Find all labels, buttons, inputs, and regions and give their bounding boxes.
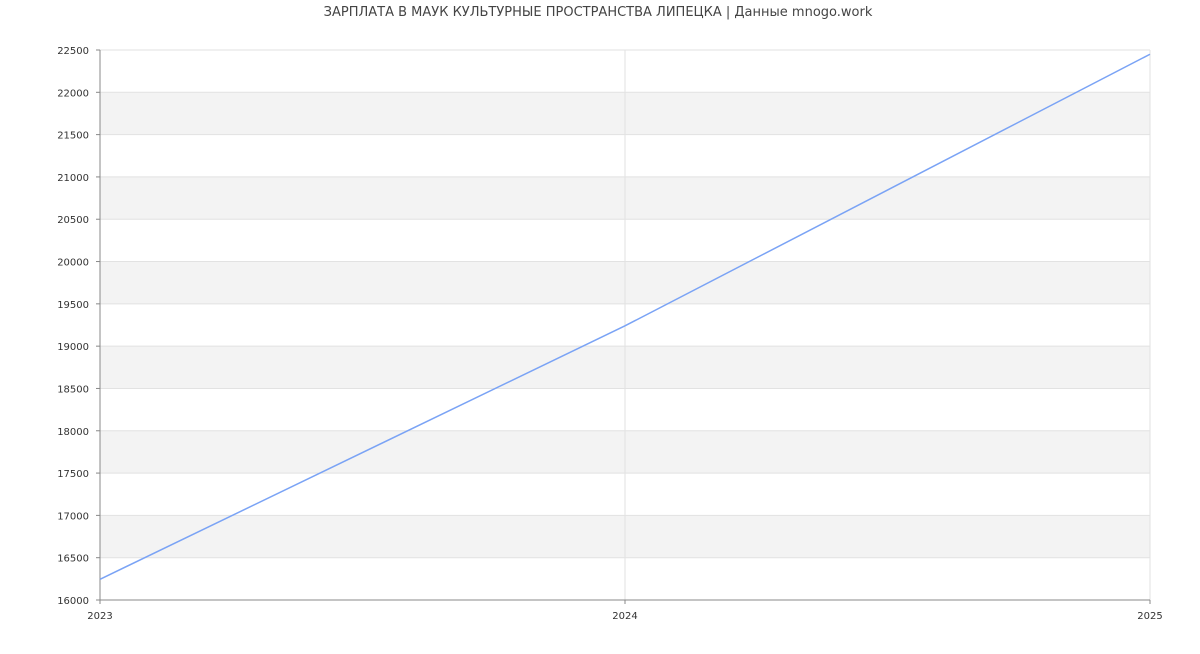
- y-tick-label: 20500: [57, 215, 89, 226]
- y-tick-label: 21000: [57, 173, 89, 184]
- y-tick-label: 16500: [57, 554, 89, 565]
- chart-title: ЗАРПЛАТА В МАУК КУЛЬТУРНЫЕ ПРОСТРАНСТВА …: [324, 5, 873, 20]
- y-tick-label: 22500: [57, 46, 89, 57]
- y-tick-label: 17500: [57, 469, 89, 480]
- y-tick-label: 16000: [57, 596, 89, 607]
- y-tick-label: 19500: [57, 300, 89, 311]
- y-tick-label: 17000: [57, 511, 89, 522]
- y-tick-label: 22000: [57, 88, 89, 99]
- y-tick-label: 18000: [57, 427, 89, 438]
- y-tick-label: 20000: [57, 258, 89, 269]
- y-tick-label: 18500: [57, 384, 89, 395]
- y-tick-label: 21500: [57, 131, 89, 142]
- y-tick-label: 19000: [57, 342, 89, 353]
- x-tick-label: 2024: [612, 611, 637, 622]
- x-tick-label: 2025: [1137, 611, 1162, 622]
- x-tick-label: 2023: [87, 611, 112, 622]
- salary-line: [99, 53, 1151, 580]
